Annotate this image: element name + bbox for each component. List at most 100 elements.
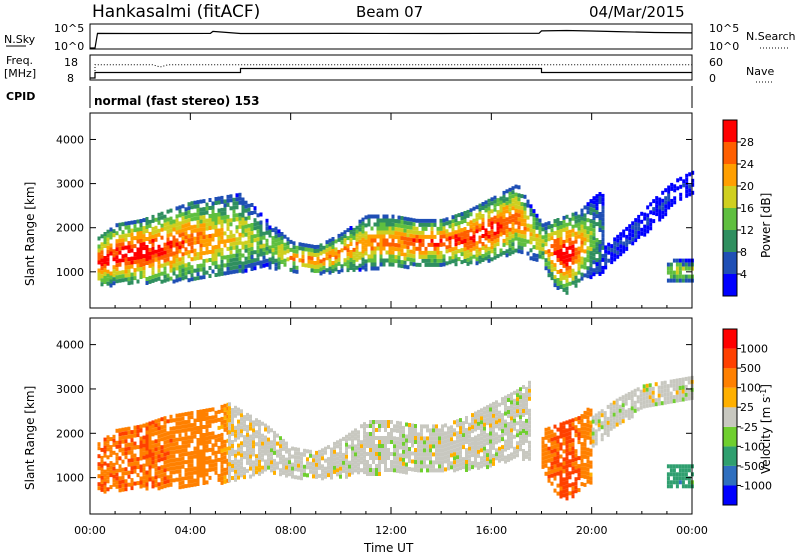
data-cell: [348, 444, 351, 449]
data-cell: [565, 448, 569, 453]
data-cell: [670, 186, 674, 191]
data-cell: [187, 463, 191, 468]
data-cell: [351, 458, 354, 463]
data-cell: [675, 394, 679, 399]
data-cell: [417, 460, 420, 465]
data-cell: [100, 234, 104, 239]
data-cell: [601, 221, 605, 226]
data-cell: [228, 458, 231, 463]
data-cell: [118, 246, 122, 251]
data-cell: [246, 456, 249, 461]
data-cell: [130, 446, 134, 451]
data-cell: [319, 251, 323, 256]
data-cell: [435, 428, 438, 433]
data-cell: [510, 392, 513, 397]
data-cell: [687, 376, 691, 381]
data-cell: [556, 467, 560, 472]
data-cell: [453, 468, 456, 473]
data-cell: [684, 464, 688, 469]
data-cell: [498, 402, 501, 407]
data-cell: [493, 203, 497, 208]
data-cell: [148, 275, 152, 280]
data-cell: [381, 440, 384, 444]
data-cell: [522, 385, 525, 389]
data-cell: [115, 271, 119, 276]
data-cell: [346, 260, 350, 265]
data-cell: [519, 407, 522, 412]
data-cell: [459, 458, 462, 463]
data-cell: [480, 416, 483, 421]
data-cell: [139, 468, 143, 473]
data-cell: [532, 253, 536, 258]
data-cell: [634, 222, 638, 227]
data-cell: [220, 436, 224, 441]
data-cell: [516, 389, 519, 394]
data-cell: [157, 252, 161, 257]
data-cell: [163, 416, 167, 421]
data-cell: [249, 438, 252, 443]
data-cell: [169, 260, 173, 265]
data-cell: [256, 221, 260, 226]
data-cell: [133, 481, 137, 486]
data-cell: [157, 256, 161, 261]
data-cell: [655, 212, 659, 217]
data-cell: [228, 414, 231, 419]
data-cell: [487, 218, 491, 223]
data-cell: [267, 437, 270, 442]
data-cell: [205, 424, 209, 429]
data-cell: [466, 241, 470, 246]
data-cell: [451, 235, 455, 240]
data-cell: [544, 234, 548, 239]
data-cell: [547, 225, 551, 230]
data-cell: [535, 237, 539, 242]
data-cell: [124, 221, 128, 226]
data-cell: [457, 229, 461, 234]
data-cell: [472, 230, 476, 235]
data-cell: [249, 426, 252, 431]
nave-series-line: [90, 64, 692, 79]
data-cell: [421, 238, 425, 243]
data-cell: [528, 432, 531, 437]
data-cell: [103, 244, 107, 248]
data-cell: [580, 260, 584, 265]
data-cell: [580, 220, 584, 225]
data-cell: [190, 265, 194, 270]
data-cell: [100, 483, 104, 488]
data-cell: [163, 436, 167, 441]
data-cell: [369, 448, 372, 452]
data-cell: [187, 443, 191, 448]
data-cell: [469, 252, 473, 257]
data-cell: [97, 474, 101, 479]
data-cell: [607, 258, 611, 263]
data-cell: [397, 259, 401, 264]
data-cell: [231, 424, 234, 428]
data-cell: [669, 274, 673, 279]
data-cell: [691, 178, 695, 183]
data-cell: [453, 432, 456, 437]
data-cell: [184, 460, 188, 465]
data-cell: [121, 487, 125, 492]
data-cell: [666, 480, 670, 485]
data-cell: [265, 230, 269, 235]
data-cell: [378, 424, 381, 428]
data-cell: [583, 422, 587, 427]
data-cell: [112, 253, 116, 258]
data-cell: [583, 249, 587, 254]
data-cell: [121, 475, 125, 480]
data-cell: [420, 432, 423, 437]
data-cell: [480, 460, 483, 465]
data-cell: [223, 407, 227, 412]
data-cell: [591, 427, 595, 432]
data-cell: [184, 263, 188, 268]
data-cell: [508, 199, 512, 204]
data-cell: [318, 457, 321, 462]
data-cell: [583, 482, 587, 487]
data-cell: [289, 255, 293, 260]
data-cell: [345, 466, 348, 471]
data-cell: [615, 402, 619, 407]
data-cell: [492, 433, 495, 438]
data-cell: [411, 459, 414, 464]
data-cell: [178, 233, 182, 238]
data-cell: [525, 430, 528, 435]
data-cell: [303, 452, 306, 457]
